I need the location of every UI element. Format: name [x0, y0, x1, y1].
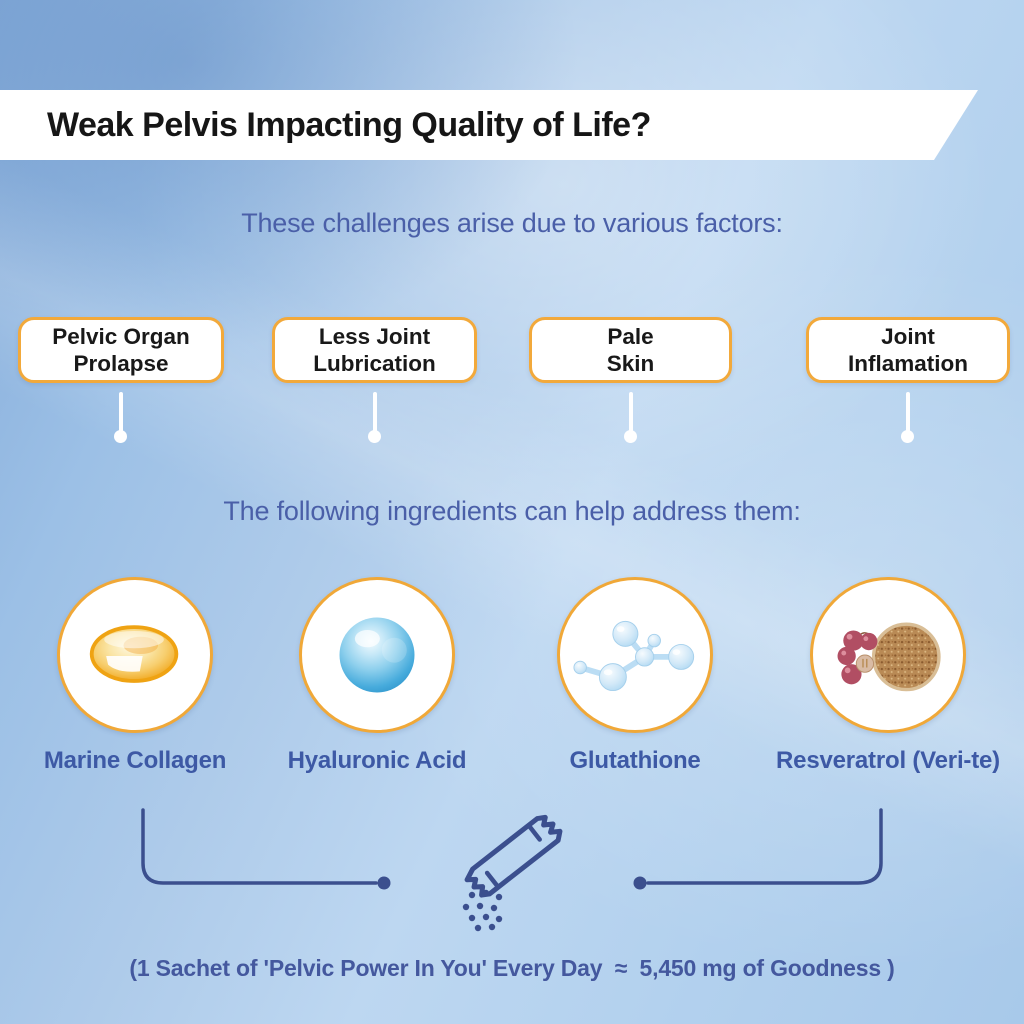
right-bracket-dot	[633, 876, 647, 890]
left-bracket-line	[141, 808, 378, 885]
challenge-box-joint-inflamation: Joint Inflamation	[806, 317, 1010, 383]
connector-dot	[368, 430, 381, 443]
ingredient-circle-marine-collagen	[57, 577, 213, 733]
powder-dots	[462, 889, 503, 932]
glutathione-molecule-icon	[573, 620, 695, 692]
ingredient-label-marine-collagen: Marine Collagen	[43, 747, 227, 774]
challenge-label-line2: Prolapse	[73, 351, 169, 376]
left-bracket-dot	[377, 876, 391, 890]
challenge-label-line1: Pale	[607, 323, 654, 349]
connector-line	[906, 392, 910, 432]
marine-collagen-capsule-icon	[89, 625, 179, 683]
challenge-label-line1: Joint	[881, 323, 935, 349]
ingredient-circle-resveratrol	[810, 577, 966, 733]
intro-text: These challenges arise due to various fa…	[241, 208, 783, 238]
challenge-box-less-joint-lubrication: Less Joint Lubrication	[272, 317, 477, 383]
connector-line	[629, 392, 633, 432]
title-banner: Weak Pelvis Impacting Quality of Life?	[0, 90, 978, 160]
bracket-and-sachet-graphic	[141, 808, 883, 932]
page-title: Weak Pelvis Impacting Quality of Life?	[47, 105, 651, 144]
connector-dot	[624, 430, 637, 443]
challenge-box-pelvic-organ-prolapse: Pelvic Organ Prolapse	[18, 317, 224, 383]
ingredient-circle-hyaluronic-acid	[299, 577, 455, 733]
challenge-label-line2: Skin	[606, 351, 655, 376]
ingredient-label-resveratrol: Resveratrol (Veri-te)	[776, 747, 1000, 774]
ingredient-label-glutathione: Glutathione	[569, 747, 701, 774]
challenge-label-line2: Lubrication	[313, 351, 436, 376]
challenge-label-line1: Less Joint	[318, 323, 431, 349]
challenge-box-pale-skin: Pale Skin	[529, 317, 732, 383]
ingredient-label-hyaluronic-acid: Hyaluronic Acid	[287, 747, 467, 774]
challenge-label-line2: Inflamation	[847, 351, 968, 376]
hyaluronic-acid-sphere-icon	[339, 617, 415, 693]
resveratrol-grapes-bowl-icon	[837, 622, 941, 692]
connector-dot	[114, 430, 127, 443]
sachet-dosage-note: (1 Sachet of 'Pelvic Power In You' Every…	[129, 955, 895, 981]
connector-line	[119, 392, 123, 432]
ingredient-circle-glutathione	[557, 577, 713, 733]
connector-dot	[901, 430, 914, 443]
challenge-label-line1: Pelvic Organ	[52, 323, 190, 349]
ingredients-heading: The following ingredients can help addre…	[223, 496, 801, 526]
right-bracket-line	[646, 808, 883, 885]
connector-line	[373, 392, 377, 432]
sachet-pouring-icon	[464, 814, 563, 898]
